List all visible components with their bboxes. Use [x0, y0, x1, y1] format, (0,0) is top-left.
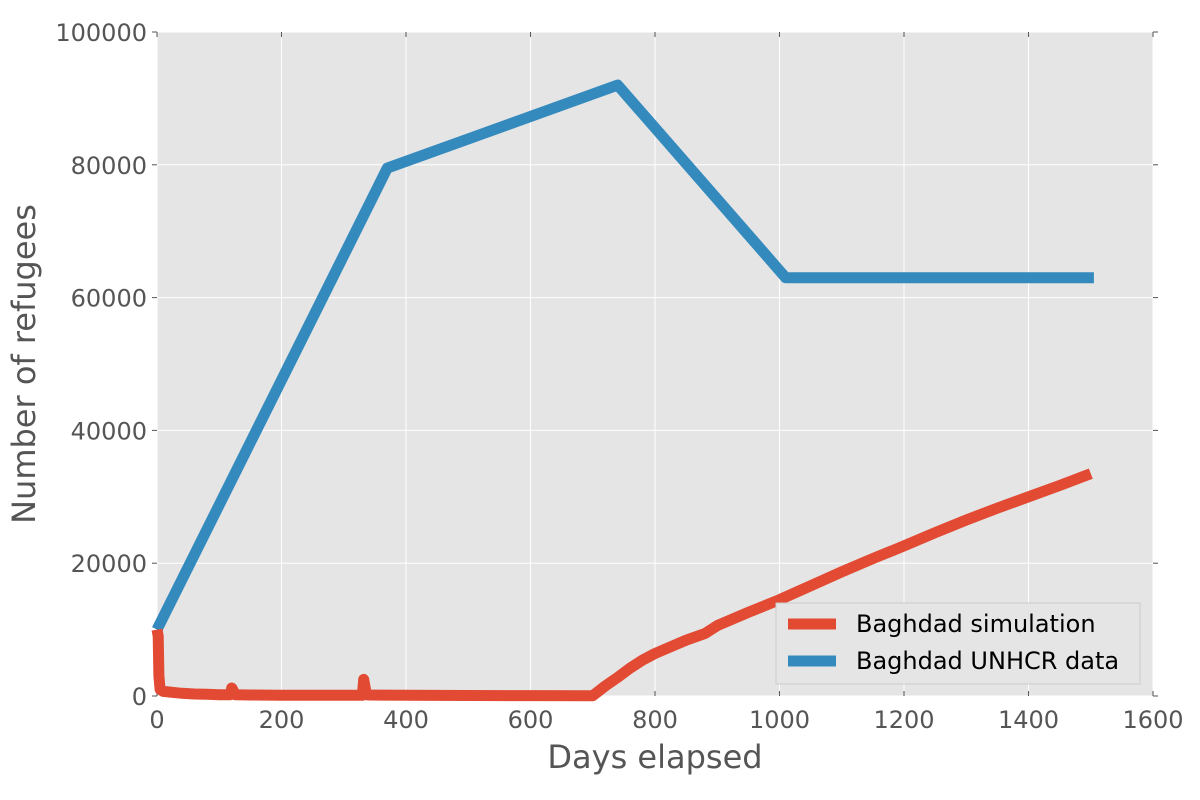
x-tick-label: 1400: [998, 706, 1059, 734]
legend-label-unhcr: Baghdad UNHCR data: [856, 647, 1119, 675]
y-tick-labels: 0 20000 40000 60000 80000 100000: [55, 19, 147, 711]
legend: Baghdad simulation Baghdad UNHCR data: [775, 602, 1141, 685]
y-axis-title: Number of refugees: [5, 204, 43, 524]
x-tick-label: 1000: [749, 706, 810, 734]
legend-box: [775, 602, 1141, 685]
y-tick-label: 80000: [71, 152, 147, 180]
x-tick-label: 600: [508, 706, 554, 734]
y-tick-label: 100000: [55, 19, 147, 47]
series-line-0: [151, 468, 1093, 702]
x-tick-labels: 0 200 400 600 800 1000 1200 1400 1600: [149, 706, 1183, 734]
x-axis-title: Days elapsed: [547, 738, 762, 776]
legend-label-simulation: Baghdad simulation: [856, 610, 1096, 638]
y-tick-label: 20000: [71, 550, 147, 578]
x-tick-label: 1600: [1122, 706, 1183, 734]
x-tick-label: 0: [149, 706, 164, 734]
y-tick-label: 60000: [71, 285, 147, 313]
series-line-1: [152, 79, 1094, 633]
series-lines: [151, 79, 1094, 702]
y-tick-label: 0: [132, 683, 147, 711]
x-tick-label: 1200: [873, 706, 934, 734]
x-tick-label: 800: [632, 706, 678, 734]
x-tick-label: 400: [383, 706, 429, 734]
y-tick-label: 40000: [71, 417, 147, 445]
x-tick-label: 200: [259, 706, 305, 734]
